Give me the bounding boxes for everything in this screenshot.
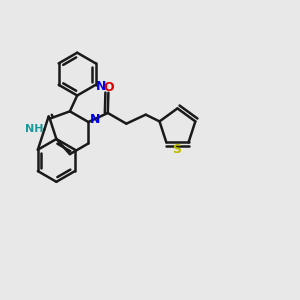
Text: NH: NH [25,124,43,134]
Text: S: S [172,142,181,155]
Text: O: O [103,81,114,94]
Text: N: N [96,80,106,93]
Text: N: N [90,113,100,126]
